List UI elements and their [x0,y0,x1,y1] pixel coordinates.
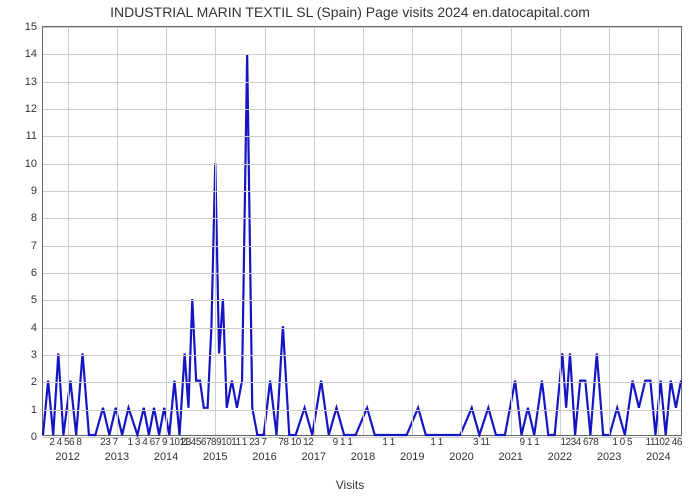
gridline-horizontal [43,300,681,301]
x-tick-minor-label: 1 23 7 [242,435,267,448]
gridline-vertical [117,27,118,435]
gridline-vertical [314,27,315,435]
plot-area: 0123456789101112131415201220132014201520… [42,26,682,436]
gridline-vertical [166,27,167,435]
gridline-vertical [560,27,561,435]
x-tick-major-label: 2018 [351,435,375,463]
gridline-horizontal [43,382,681,383]
x-tick-minor-label: 234567891011 [181,435,241,448]
gridline-horizontal [43,82,681,83]
gridline-horizontal [43,273,681,274]
gridline-vertical [265,27,266,435]
x-tick-minor-label: 1 1 [430,435,442,448]
y-tick-label: 0 [31,431,43,443]
chart-container: INDUSTRIAL MARIN TEXTIL SL (Spain) Page … [0,0,700,500]
x-tick-minor-label: 1234 678 [560,435,598,448]
y-tick-label: 9 [31,185,43,197]
gridline-vertical [609,27,610,435]
gridline-horizontal [43,246,681,247]
gridline-horizontal [43,218,681,219]
y-tick-label: 5 [31,294,43,306]
gridline-horizontal [43,328,681,329]
x-tick-minor-label: 23 7 [100,435,117,448]
y-tick-label: 15 [25,21,43,33]
gridline-vertical [215,27,216,435]
y-tick-label: 11 [26,130,43,142]
x-tick-minor-label: 1 3 4 67 9 1011 [128,435,189,448]
gridline-horizontal [43,355,681,356]
x-axis-label: Visits [0,478,700,492]
gridline-horizontal [43,164,681,165]
y-tick-label: 8 [31,212,43,224]
gridline-vertical [363,27,364,435]
x-tick-minor-label: 78 10 12 [278,435,313,448]
y-tick-label: 14 [25,48,43,60]
y-tick-label: 12 [25,103,43,115]
y-tick-label: 13 [25,76,43,88]
x-tick-major-label: 2019 [400,435,424,463]
gridline-horizontal [43,109,681,110]
y-tick-label: 7 [31,240,43,252]
y-tick-label: 1 [31,404,43,416]
line-series [43,27,681,435]
gridline-vertical [511,27,512,435]
gridline-vertical [68,27,69,435]
gridline-horizontal [43,191,681,192]
x-tick-minor-label: 1 0 5 [612,435,632,448]
x-tick-minor-label: 3 11 [473,435,490,448]
x-tick-major-label: 2020 [449,435,473,463]
x-tick-minor-label: 2 4 56 8 [49,435,81,448]
y-tick-label: 6 [31,267,43,279]
y-tick-label: 3 [31,349,43,361]
gridline-vertical [461,27,462,435]
gridline-vertical [658,27,659,435]
gridline-horizontal [43,27,681,28]
y-tick-label: 4 [31,322,43,334]
x-tick-minor-label: 1 1 [382,435,394,448]
y-tick-label: 2 [31,376,43,388]
x-tick-minor-label: 9 1 1 [333,435,353,448]
gridline-horizontal [43,54,681,55]
gridline-horizontal [43,136,681,137]
y-tick-label: 10 [25,158,43,170]
x-tick-minor-label: 9 1 1 [520,435,540,448]
chart-title: INDUSTRIAL MARIN TEXTIL SL (Spain) Page … [0,4,700,20]
x-tick-minor-label: 11102 46 [646,435,682,448]
gridline-horizontal [43,410,681,411]
gridline-vertical [412,27,413,435]
